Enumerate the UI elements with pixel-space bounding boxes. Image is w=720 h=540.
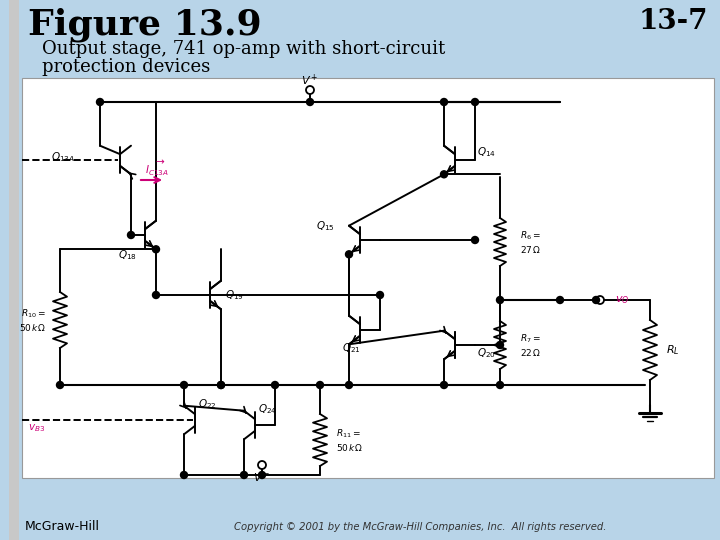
- Circle shape: [217, 381, 225, 388]
- Text: $R_{11} =$
$50\,k\Omega$: $R_{11} =$ $50\,k\Omega$: [336, 427, 363, 453]
- Circle shape: [56, 381, 63, 388]
- Text: $v_{B3}$: $v_{B3}$: [28, 422, 45, 434]
- Circle shape: [441, 98, 448, 105]
- Text: $Q_{24}$: $Q_{24}$: [258, 402, 277, 416]
- Text: $R_7 =$
$22\,\Omega$: $R_7 =$ $22\,\Omega$: [520, 332, 541, 357]
- Text: Output stage, 741 op-amp with short-circuit: Output stage, 741 op-amp with short-circ…: [42, 40, 445, 58]
- Text: $R_L$: $R_L$: [666, 343, 680, 357]
- Circle shape: [306, 86, 314, 94]
- Circle shape: [557, 296, 564, 303]
- Circle shape: [307, 98, 313, 105]
- Circle shape: [377, 292, 384, 299]
- Text: $Q_{14}$: $Q_{14}$: [477, 145, 496, 159]
- Circle shape: [497, 381, 503, 388]
- Text: protection devices: protection devices: [42, 58, 210, 76]
- Circle shape: [497, 341, 503, 348]
- Text: $Q_{20}$: $Q_{20}$: [477, 346, 496, 360]
- Circle shape: [441, 381, 448, 388]
- Circle shape: [472, 237, 479, 244]
- Text: $V^-$: $V^-$: [253, 471, 271, 483]
- Circle shape: [346, 381, 353, 388]
- Circle shape: [593, 296, 600, 303]
- Circle shape: [258, 461, 266, 469]
- Circle shape: [153, 246, 160, 253]
- Circle shape: [258, 471, 266, 478]
- Circle shape: [217, 381, 225, 388]
- Circle shape: [497, 296, 503, 303]
- Bar: [22, 78, 714, 478]
- Circle shape: [181, 471, 187, 478]
- Text: McGraw-Hill: McGraw-Hill: [25, 521, 100, 534]
- Text: $Q_{18}$: $Q_{18}$: [118, 248, 137, 262]
- Circle shape: [441, 171, 448, 178]
- Text: $v_O$: $v_O$: [615, 294, 629, 306]
- Text: $Q_{19}$: $Q_{19}$: [225, 288, 244, 302]
- Text: $R_6 =$
$27\,\Omega$: $R_6 =$ $27\,\Omega$: [520, 230, 541, 255]
- Circle shape: [181, 381, 187, 388]
- Text: $Q_{13A}$: $Q_{13A}$: [51, 150, 75, 164]
- Circle shape: [317, 381, 323, 388]
- Text: $Q_{22}$: $Q_{22}$: [198, 397, 217, 411]
- Circle shape: [153, 292, 160, 299]
- Text: $\overrightarrow{I_{C13A}}$: $\overrightarrow{I_{C13A}}$: [145, 158, 169, 178]
- Text: $Q_{21}$: $Q_{21}$: [342, 341, 361, 355]
- Bar: [9, 0, 19, 540]
- Text: Figure 13.9: Figure 13.9: [28, 8, 261, 43]
- Circle shape: [271, 381, 279, 388]
- Circle shape: [240, 471, 248, 478]
- Text: $R_{10} =$
$50\,k\Omega$: $R_{10} =$ $50\,k\Omega$: [19, 307, 46, 333]
- Text: $Q_{15}$: $Q_{15}$: [316, 219, 335, 233]
- Circle shape: [596, 296, 604, 304]
- Circle shape: [472, 98, 479, 105]
- Circle shape: [346, 251, 353, 258]
- Circle shape: [127, 232, 135, 239]
- Circle shape: [96, 98, 104, 105]
- Text: 13-7: 13-7: [639, 8, 708, 35]
- Text: Copyright © 2001 by the McGraw-Hill Companies, Inc.  All rights reserved.: Copyright © 2001 by the McGraw-Hill Comp…: [234, 522, 606, 532]
- Text: $V^+$: $V^+$: [301, 72, 319, 87]
